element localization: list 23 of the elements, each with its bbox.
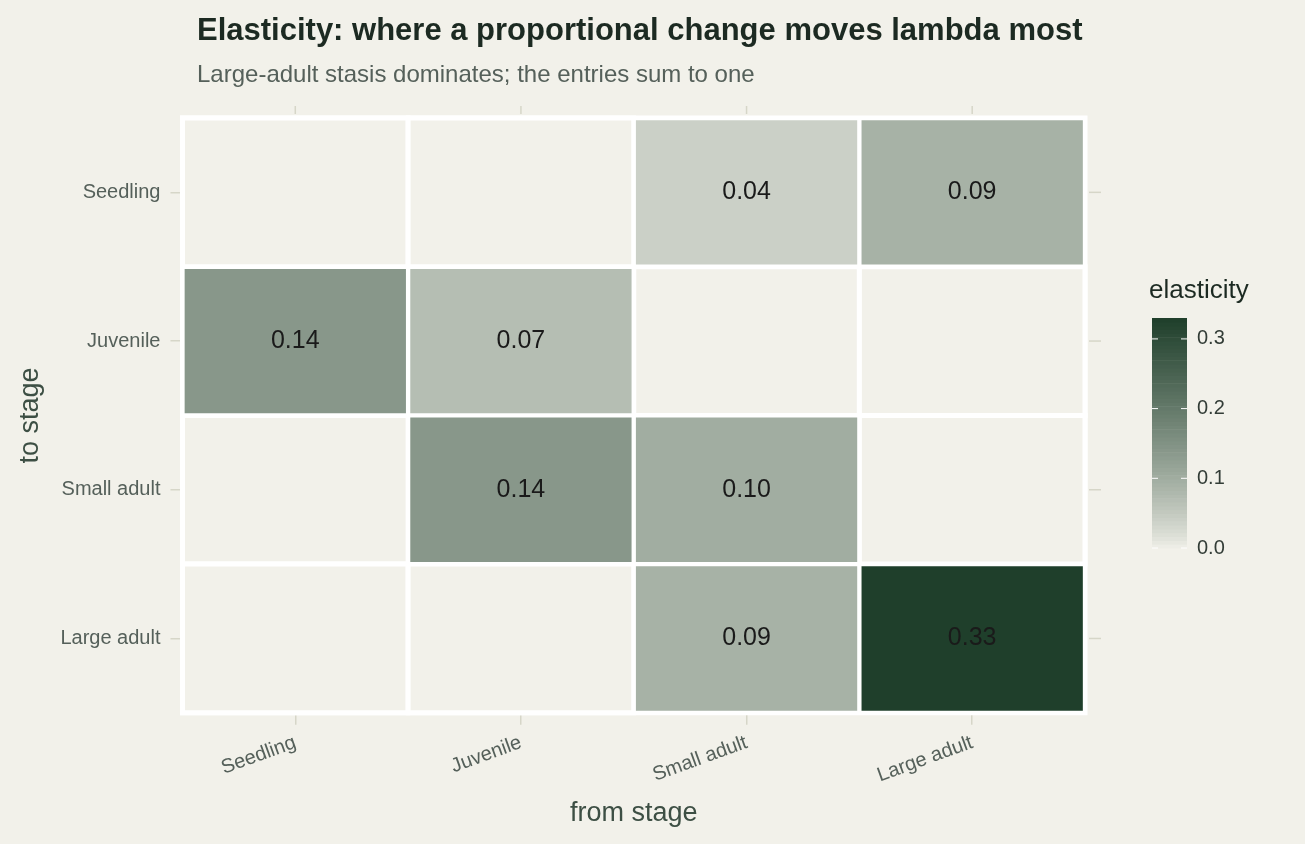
y-tick-label: Small adult (61, 477, 161, 500)
data-label: 0.09 (722, 622, 771, 651)
legend-title: elasticity (1149, 274, 1249, 304)
data-label: 0.10 (722, 473, 771, 502)
color-bar-label: 0.1 (1197, 465, 1225, 488)
data-label: 0.07 (496, 324, 546, 353)
color-bar-label: 0.0 (1197, 535, 1225, 558)
color-bar-label: 0.3 (1197, 326, 1225, 349)
data-label: 0.04 (722, 176, 771, 205)
color-bar-label: 0.2 (1197, 396, 1225, 419)
data-label: 0.14 (270, 324, 320, 353)
x-tick-label: Small adult (649, 730, 751, 785)
y-axis-title: to stage (13, 367, 44, 464)
chart-subtitle: Large-adult stasis dominates; the entries sum to one (197, 60, 755, 88)
y-tick-label: Juvenile (87, 328, 161, 351)
data-label: 0.14 (496, 473, 546, 502)
chart-title: Elasticity: where a proportional change moves lambda most (197, 12, 1083, 48)
y-tick-label: Seedling (82, 179, 161, 202)
x-tick-label: Large adult (873, 730, 976, 786)
y-tick-label: Large adult (60, 625, 161, 648)
x-axis-title: from stage (569, 797, 698, 828)
data-label: 0.09 (947, 176, 997, 205)
x-tick-label: Juvenile (447, 730, 525, 777)
